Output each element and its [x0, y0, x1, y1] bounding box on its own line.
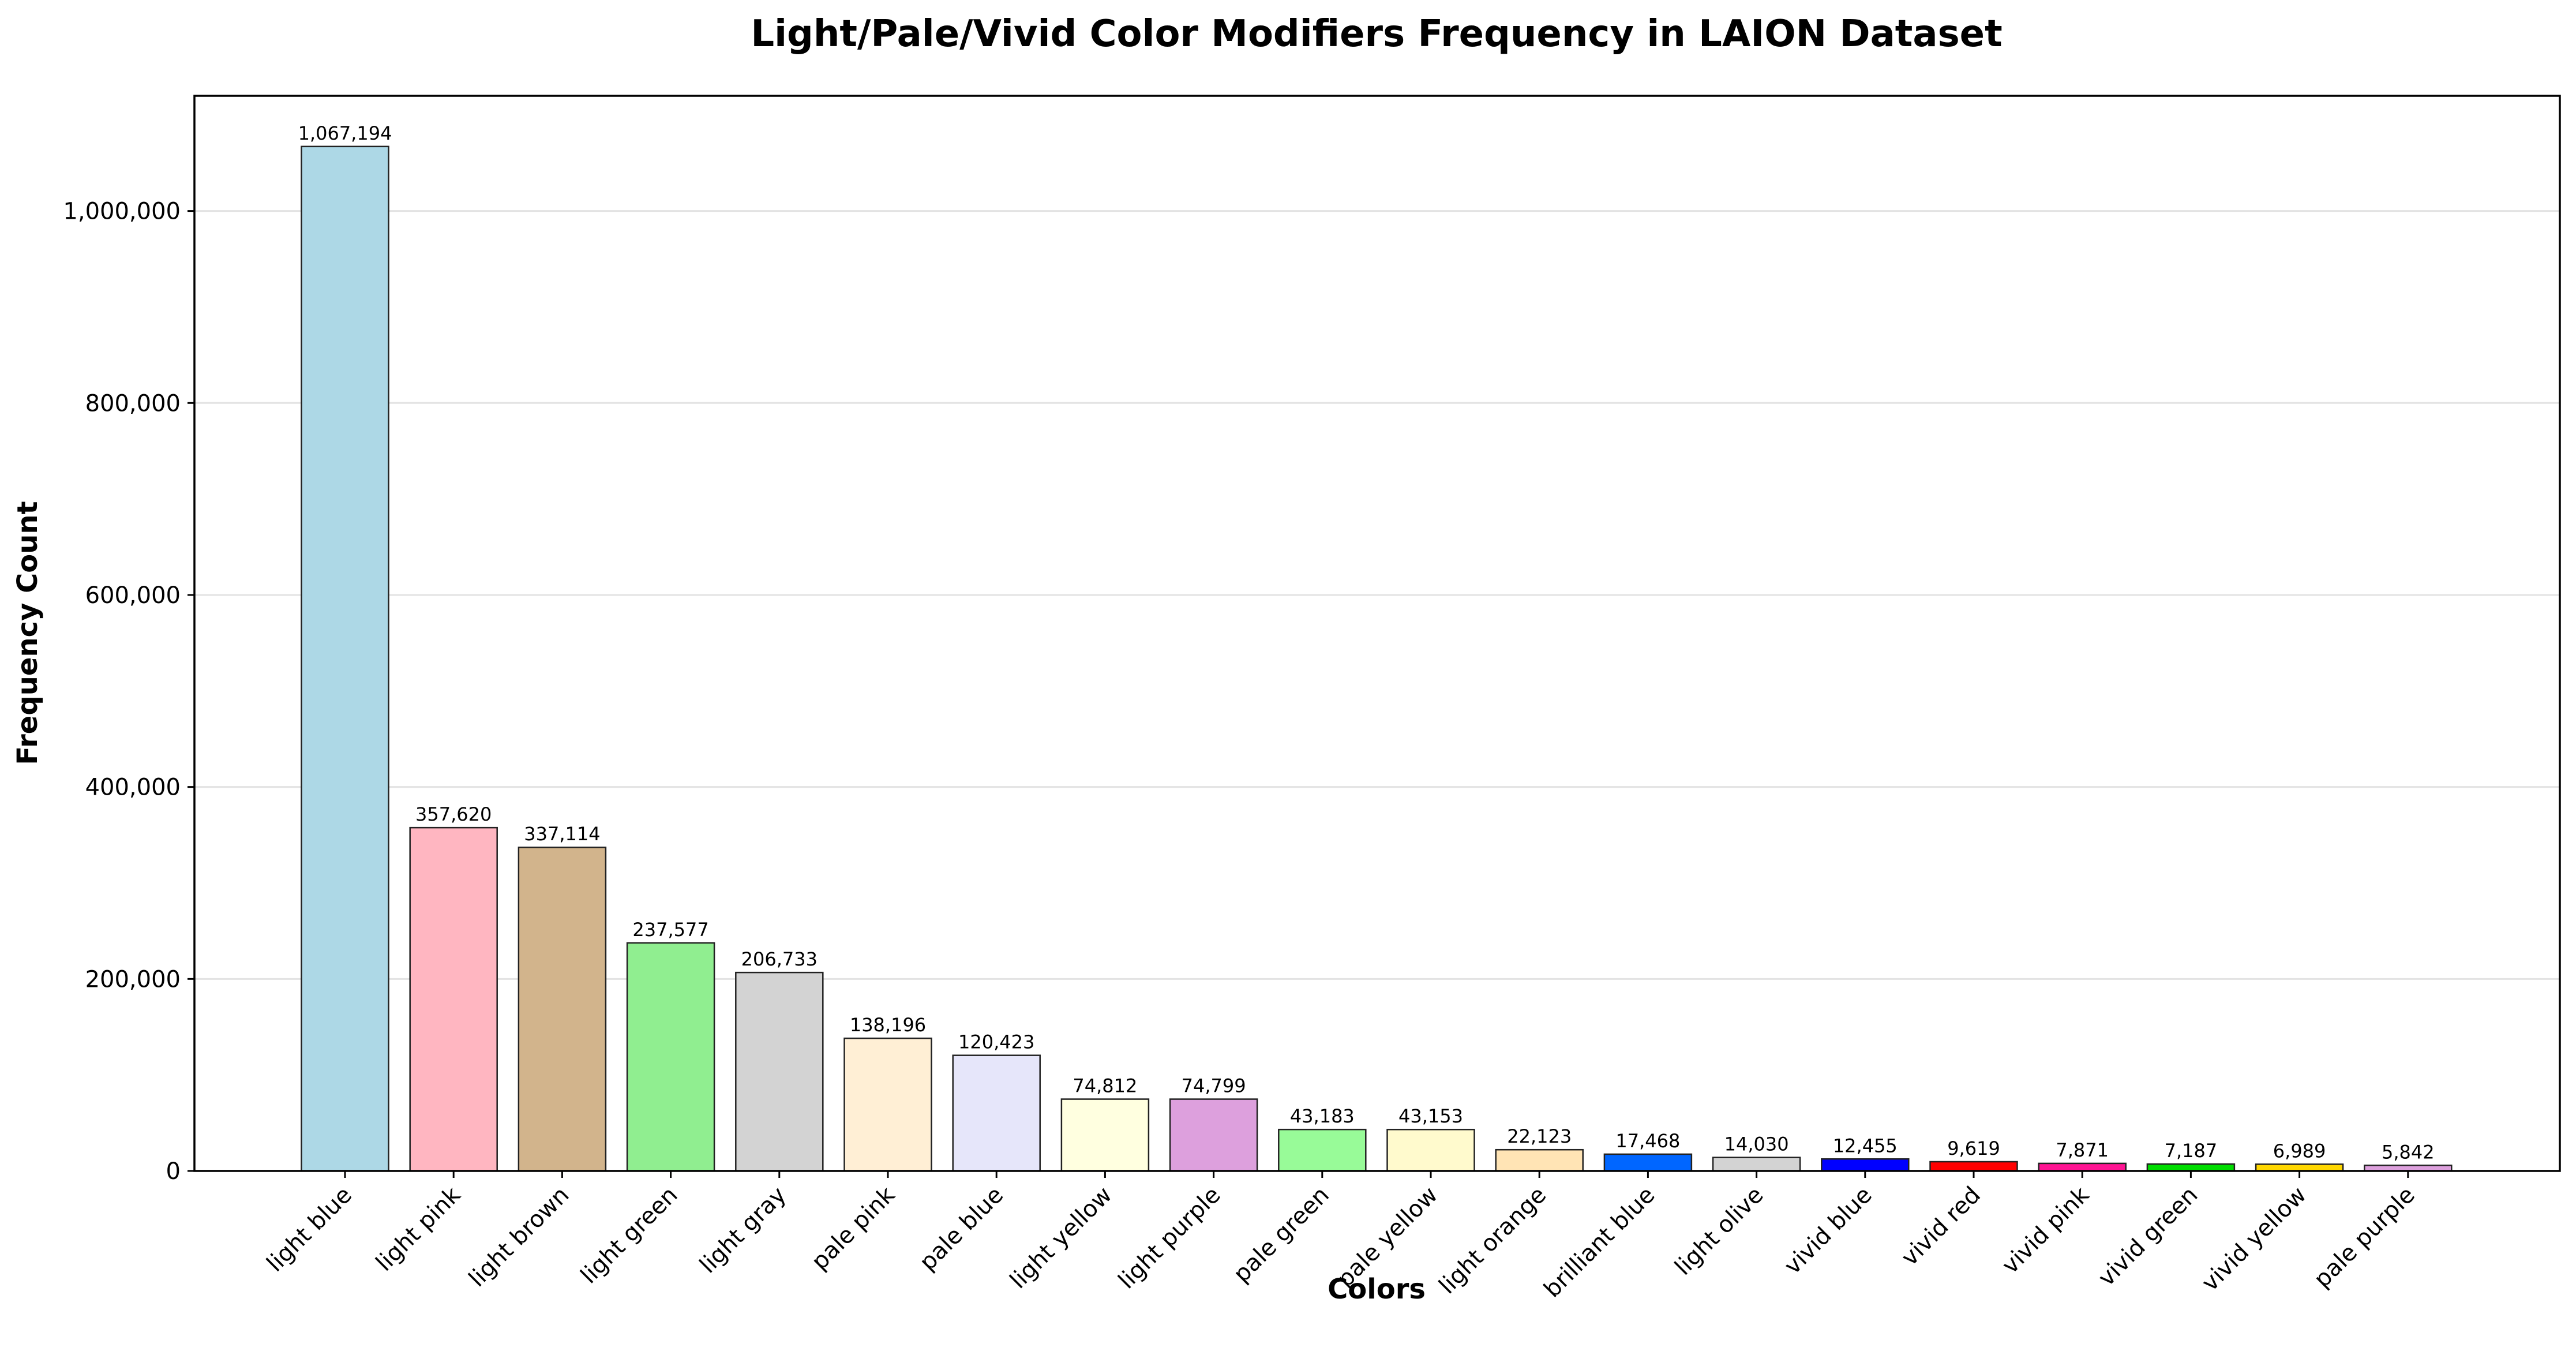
data-label: 9,619 — [1947, 1137, 2000, 1159]
x-tick-label: pale pink — [807, 1181, 901, 1275]
y-tick-label: 0 — [166, 1158, 181, 1185]
bar — [1603, 1153, 1693, 1172]
x-tick-label: light green — [576, 1182, 683, 1289]
bar — [301, 145, 389, 1172]
bar — [843, 1037, 932, 1172]
chart-title: Light/Pale/Vivid Color Modifiers Frequen… — [751, 13, 2002, 55]
bar — [1821, 1158, 1910, 1172]
bar — [626, 942, 715, 1172]
x-tick-label: light pink — [371, 1181, 466, 1277]
x-tick-label: vivid pink — [1997, 1181, 2094, 1279]
x-axis-label: Colors — [1328, 1273, 1426, 1305]
y-tick-label: 1,000,000 — [63, 199, 181, 225]
x-tick-label: vivid yellow — [2197, 1182, 2312, 1297]
bar — [2038, 1162, 2127, 1172]
bar — [735, 971, 824, 1172]
bar — [1929, 1161, 2018, 1172]
y-tick-label: 200,000 — [85, 966, 181, 993]
plot-area-frame — [193, 95, 2561, 1172]
data-label: 206,733 — [741, 948, 818, 970]
data-label: 12,455 — [1833, 1135, 1898, 1157]
data-label: 17,468 — [1615, 1130, 1680, 1152]
x-tick-label: pale blue — [914, 1182, 1008, 1276]
data-label: 237,577 — [632, 919, 708, 941]
bar — [952, 1054, 1041, 1172]
bar — [1495, 1148, 1584, 1172]
y-axis-label: Frequency Count — [12, 501, 44, 765]
bar — [518, 846, 607, 1172]
bar — [1386, 1128, 1475, 1172]
bar — [1169, 1098, 1258, 1172]
data-label: 5,842 — [2382, 1141, 2435, 1163]
data-label: 138,196 — [850, 1014, 926, 1036]
x-tick-label: light orange — [1434, 1182, 1552, 1300]
y-tick-label: 800,000 — [85, 390, 181, 417]
bar — [409, 826, 498, 1172]
data-label: 14,030 — [1724, 1133, 1789, 1155]
y-axis-ticks: 0 200,000 400,000 600,000 800,000 1,000,000 — [63, 199, 194, 1185]
data-label: 74,812 — [1073, 1075, 1137, 1097]
bars — [301, 145, 2453, 1172]
x-tick-label: light olive — [1670, 1182, 1768, 1281]
data-label: 6,989 — [2273, 1140, 2326, 1162]
x-tick-label: light blue — [262, 1182, 357, 1277]
data-label: 1,067,194 — [298, 122, 392, 144]
gridlines — [194, 210, 2560, 980]
y-tick-label: 400,000 — [85, 774, 181, 801]
bar — [1712, 1157, 1801, 1172]
bar — [1278, 1128, 1367, 1172]
y-tick-label: 600,000 — [85, 582, 181, 609]
x-tick-label: pale purple — [2309, 1182, 2420, 1293]
bar — [2146, 1163, 2236, 1172]
x-tick-label: pale green — [1228, 1182, 1334, 1288]
x-tick-label: vivid green — [2093, 1182, 2203, 1292]
data-labels: 1,067,194 357,620 337,114 237,577 206,733 138… — [298, 122, 2435, 1163]
data-label: 120,423 — [958, 1031, 1034, 1053]
x-tick-label: vivid blue — [1779, 1182, 1877, 1280]
x-tick-label: light gray — [695, 1182, 792, 1279]
data-label: 43,183 — [1290, 1105, 1355, 1127]
x-tick-label: vivid red — [1896, 1182, 1986, 1271]
data-label: 43,153 — [1398, 1105, 1463, 1127]
x-tick-label: light purple — [1113, 1182, 1226, 1294]
data-label: 22,123 — [1507, 1125, 1572, 1147]
x-tick-label: brilliant blue — [1539, 1182, 1660, 1303]
data-label: 7,187 — [2165, 1140, 2218, 1162]
data-label: 74,799 — [1182, 1075, 1246, 1097]
x-tick-label: light brown — [464, 1182, 575, 1293]
data-label: 7,871 — [2056, 1139, 2109, 1161]
data-label: 337,114 — [524, 823, 600, 845]
bar — [1060, 1098, 1150, 1172]
x-tick-label: light yellow — [1005, 1182, 1117, 1294]
data-label: 357,620 — [415, 803, 492, 825]
